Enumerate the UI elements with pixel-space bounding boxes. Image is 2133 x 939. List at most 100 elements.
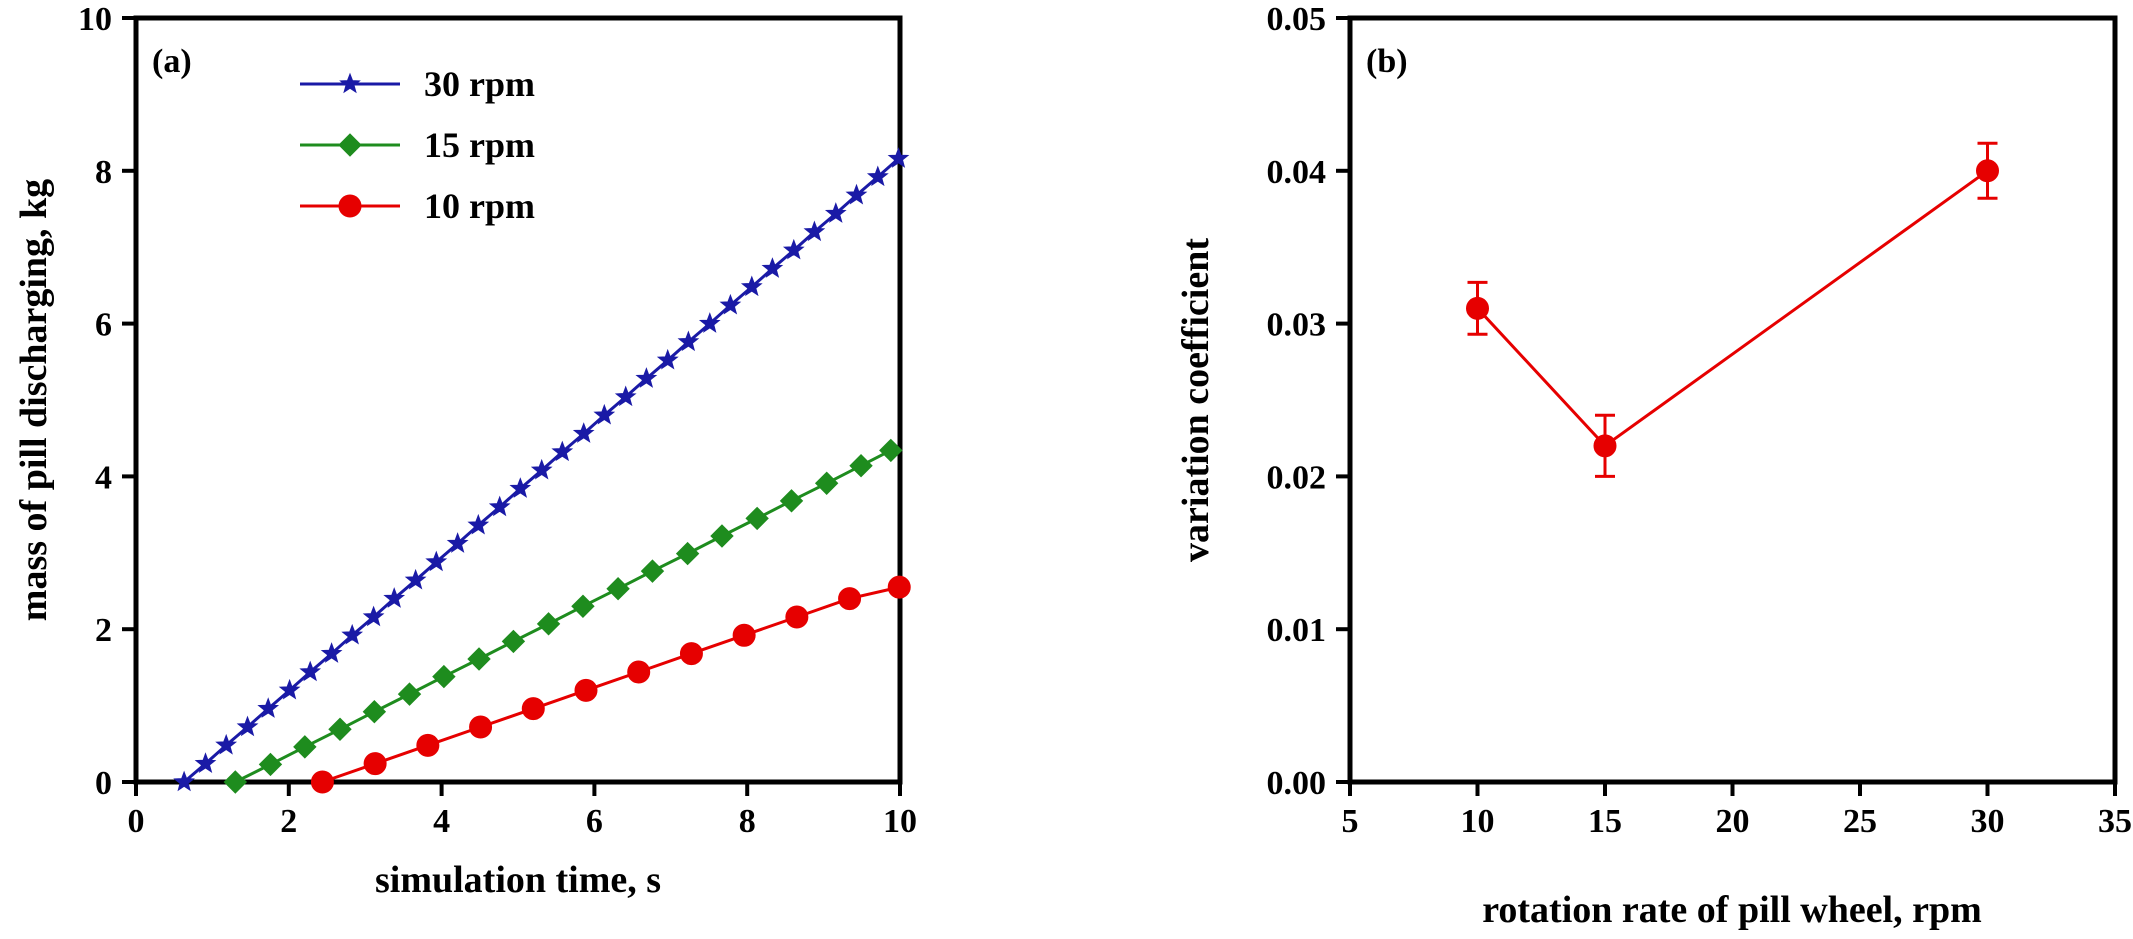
legend-label: 10 rpm: [424, 186, 535, 226]
x-axis-a: 0 2 4 6 8 10: [128, 782, 917, 840]
x-tick-label: 0: [128, 803, 145, 840]
legend-marker: [339, 72, 361, 94]
y-tick-label: 0: [95, 765, 112, 802]
data-point: [173, 770, 195, 792]
data-point: [362, 605, 385, 627]
legend-a: 30 rpm 15 rpm 10 rpm: [300, 64, 535, 226]
data-point: [404, 568, 427, 590]
data-point: [551, 440, 574, 462]
data-point: [627, 660, 651, 684]
x-tick-label: 5: [1342, 803, 1359, 840]
data-point: [341, 623, 364, 645]
y-tick-label: 0.04: [1267, 154, 1327, 191]
x-tick-label: 4: [433, 803, 450, 840]
data-point: [593, 403, 616, 425]
data-point: [310, 770, 334, 794]
panel-b-label: (b): [1366, 43, 1408, 80]
data-point: [675, 541, 700, 566]
y-tick-label: 0.01: [1267, 612, 1327, 649]
y-tick-label: 0.00: [1267, 765, 1327, 802]
data-point: [785, 605, 809, 629]
data-point: [236, 715, 259, 737]
data-point: [1466, 296, 1489, 320]
data-point: [257, 697, 280, 718]
y-tick-label: 2: [95, 612, 112, 649]
plot-b-frame: [1347, 15, 2118, 785]
x-axis-b: 5 10 15 20 25 30 35: [1342, 782, 2132, 840]
plot-a-frame: [133, 15, 903, 785]
series-group-b: [1466, 141, 1999, 478]
x-tick-label: 10: [883, 803, 917, 840]
data-point: [446, 532, 469, 553]
data-point: [488, 495, 511, 517]
y-tick-label: 6: [95, 307, 112, 344]
data-point: [887, 575, 911, 599]
data-point: [574, 678, 598, 702]
data-point: [328, 717, 352, 741]
data-point: [501, 629, 526, 654]
data-point: [571, 594, 595, 618]
data-point: [469, 715, 493, 739]
panel-a-label: (a): [152, 43, 192, 80]
data-point: [278, 678, 301, 700]
series-variation-coefficient: [1466, 141, 1999, 478]
data-point: [536, 612, 561, 636]
data-point: [679, 642, 703, 666]
data-point: [1593, 434, 1617, 458]
x-tick-label: 8: [739, 803, 756, 840]
data-point: [530, 458, 553, 480]
panel-a: (a) 0 2 4 6 8 10 0 2 4 6 8 10 30 rpm 15 rpm 10 rpm s…: [13, 1, 917, 901]
data-point: [425, 550, 448, 572]
data-point: [432, 664, 456, 689]
legend-label: 15 rpm: [424, 125, 535, 165]
y-axis-a: 0 2 4 6 8 10: [78, 1, 136, 802]
data-point: [363, 752, 387, 776]
data-point: [761, 257, 784, 278]
x-tick-label: 25: [1843, 803, 1877, 840]
data-point: [320, 642, 343, 663]
legend-label: 30 rpm: [424, 64, 535, 104]
x-tick-label: 2: [280, 803, 297, 840]
data-point: [719, 293, 742, 315]
data-point: [467, 513, 490, 535]
x-axis-b-label: rotation rate of pill wheel, rpm: [1482, 889, 1982, 931]
y-tick-label: 0.02: [1267, 459, 1327, 496]
y-axis-b-label: variation coefficient: [1175, 238, 1217, 562]
data-point: [845, 183, 868, 205]
data-point: [509, 477, 532, 498]
data-point: [194, 752, 217, 773]
data-point: [838, 587, 862, 611]
x-tick-label: 30: [1971, 803, 2005, 840]
data-point: [677, 330, 700, 352]
data-point: [698, 312, 721, 333]
data-point: [779, 489, 804, 513]
data-point: [640, 559, 665, 583]
x-tick-label: 35: [2098, 803, 2132, 840]
legend-marker: [338, 133, 362, 157]
data-point: [879, 438, 903, 463]
data-point: [521, 697, 545, 721]
data-point: [416, 733, 440, 757]
data-point: [223, 770, 248, 794]
data-point: [572, 422, 595, 443]
x-tick-label: 6: [586, 803, 603, 840]
y-tick-label: 0.05: [1267, 1, 1327, 38]
data-point: [606, 577, 630, 601]
data-point: [710, 524, 734, 548]
data-point: [614, 385, 637, 407]
y-tick-label: 4: [95, 459, 112, 496]
data-point: [866, 165, 889, 187]
y-axis-a-label: mass of pill discharging, kg: [13, 179, 55, 621]
data-point: [782, 238, 805, 260]
x-tick-label: 15: [1588, 803, 1622, 840]
data-point: [732, 623, 756, 647]
series-group-a: [173, 147, 911, 794]
data-point: [740, 275, 763, 297]
y-axis-b: 0.00 0.01 0.02 0.03 0.04 0.05: [1267, 1, 1350, 802]
series-15-rpm: [223, 438, 903, 794]
data-point: [362, 700, 387, 724]
data-point: [887, 147, 910, 168]
data-point: [1976, 159, 1999, 183]
data-point: [215, 733, 238, 755]
